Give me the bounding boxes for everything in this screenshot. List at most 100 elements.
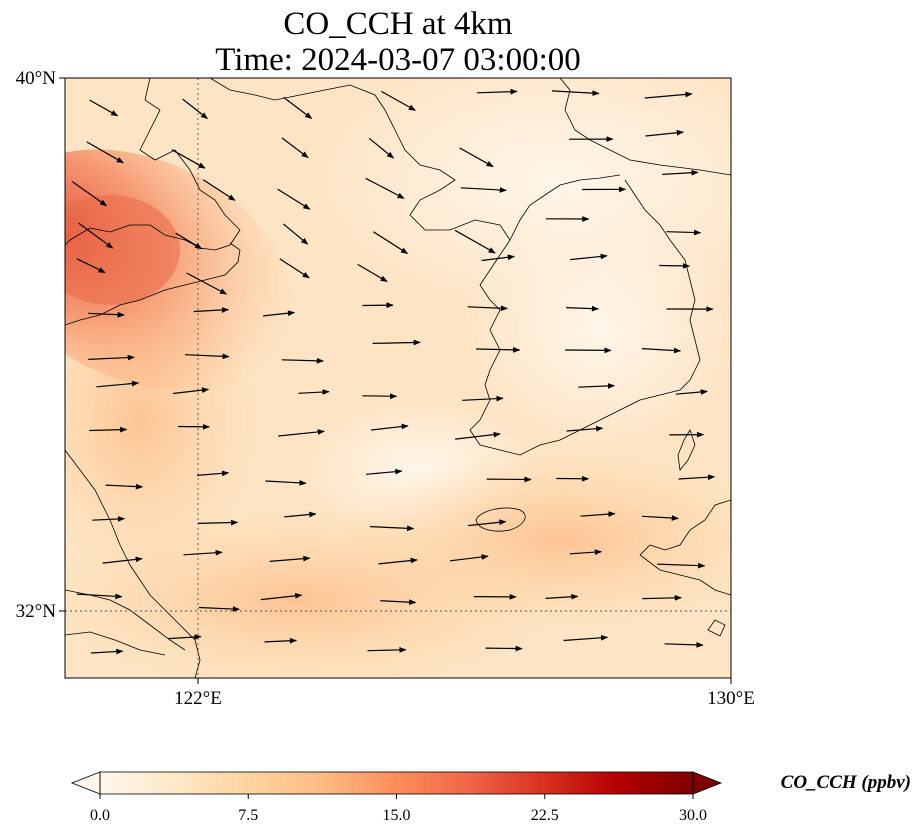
wind-arrow	[362, 393, 398, 400]
wind-arrow	[265, 479, 307, 486]
wind-arrow	[378, 557, 418, 565]
wind-arrow	[88, 311, 125, 318]
lat-tick-label-40: 40°N	[16, 68, 57, 89]
wind-arrow	[96, 380, 140, 388]
colorbar-tick-label: 30.0	[679, 807, 707, 824]
lat-tick-label-32: 32°N	[16, 601, 57, 622]
wind-arrow	[197, 470, 230, 477]
wind-arrow	[662, 169, 699, 176]
wind-arrow	[105, 483, 144, 490]
wind-arrow	[367, 646, 407, 653]
wind-arrow	[569, 549, 603, 556]
wind-arrow	[563, 634, 609, 642]
wind-arrow	[675, 389, 708, 395]
figure-subtitle-time: Time: 2024-03-07 03:00:00	[215, 42, 581, 78]
wind-arrow	[86, 141, 124, 164]
wind-arrow	[371, 423, 409, 431]
colorbar: 0.0 7.5 15.0 22.5 30.0 CO_CCH (ppbv)	[70, 771, 911, 824]
wind-arrow	[269, 555, 311, 562]
wind-arrow	[278, 429, 325, 437]
colorbar-gradient	[100, 772, 693, 794]
wind-arrow	[92, 516, 126, 522]
wind-arrow	[264, 637, 298, 644]
wind-arrow	[467, 305, 509, 312]
wind-arrow	[284, 511, 317, 518]
wind-arrow	[365, 177, 405, 199]
colorbar-title: CO_CCH (ppbv)	[781, 772, 911, 793]
wind-arrow	[89, 426, 128, 433]
colorbar-extend-min	[70, 771, 101, 795]
wind-arrow	[370, 525, 415, 532]
wind-arrow	[476, 88, 518, 95]
wind-arrow	[279, 258, 310, 279]
colorbar-tick-label: 0.0	[90, 807, 110, 824]
wind-arrow	[368, 137, 395, 159]
wind-arrow	[76, 258, 106, 274]
wind-arrow	[184, 353, 230, 360]
wind-arrow	[481, 254, 516, 262]
wind-arrow	[171, 149, 206, 169]
wind-arrow	[89, 99, 119, 117]
colorbar-tick-label: 22.5	[531, 807, 559, 824]
wind-arrow	[642, 347, 682, 354]
wind-arrow	[454, 229, 496, 254]
wind-arrow	[485, 645, 523, 652]
lon-tick-label-122: 122°E	[174, 688, 222, 709]
colorbar-tick-label: 15.0	[383, 807, 411, 824]
axis-ticks	[59, 77, 732, 684]
wind-arrow	[678, 474, 716, 481]
wind-arrow	[175, 232, 203, 250]
wind-arrow	[71, 180, 108, 207]
wind-arrow	[102, 556, 143, 564]
wind-arrow	[659, 263, 691, 269]
wind-arrow	[88, 354, 135, 361]
wind-arrow	[186, 272, 228, 295]
gridlines	[65, 78, 731, 678]
wind-arrow	[182, 98, 208, 120]
wind-arrow	[277, 188, 311, 210]
wind-arrow	[566, 305, 600, 312]
wind-arrow	[578, 383, 616, 389]
lon-tick-label-130: 130°E	[707, 688, 755, 709]
wind-arrow	[467, 519, 507, 527]
wind-arrow	[198, 606, 240, 612]
wind-arrow	[78, 222, 114, 249]
wind-arrow	[455, 431, 501, 440]
wind-arrow	[380, 599, 417, 606]
wind-arrow	[172, 387, 210, 395]
wind-arrow	[641, 515, 679, 521]
wind-arrow	[372, 339, 421, 346]
wind-arrow	[645, 129, 685, 137]
wind-arrow	[545, 593, 579, 600]
wind-arrow	[357, 263, 388, 283]
wind-arrow	[365, 468, 403, 475]
wind-arrow	[644, 91, 693, 99]
wind-arrow	[281, 137, 309, 159]
wind-arrow	[283, 96, 313, 119]
wind-arrow	[666, 229, 702, 236]
wind-arrow	[168, 634, 202, 640]
wind-vectors	[71, 88, 716, 655]
wind-arrow	[76, 593, 123, 600]
concentration-field	[65, 78, 731, 678]
wind-arrow	[449, 554, 489, 562]
wind-arrow	[372, 231, 409, 255]
wind-arrow	[281, 357, 324, 364]
colorbar-tick-label: 7.5	[238, 807, 258, 824]
figure-title: CO_CCH at 4km	[283, 6, 513, 42]
wind-arrow	[91, 648, 124, 655]
plot-frame	[64, 77, 732, 679]
wind-arrow	[460, 187, 507, 193]
wind-arrow	[260, 592, 303, 601]
wind-arrow	[476, 346, 521, 353]
wind-arrow	[462, 395, 504, 402]
colorbar-extend-max	[692, 771, 723, 795]
coastlines	[65, 78, 731, 678]
wind-arrow	[551, 90, 600, 97]
wind-arrow	[193, 307, 230, 313]
wind-arrow	[263, 310, 296, 317]
wind-arrow	[197, 519, 239, 526]
wind-arrow	[459, 147, 494, 168]
wind-arrow	[202, 179, 236, 201]
